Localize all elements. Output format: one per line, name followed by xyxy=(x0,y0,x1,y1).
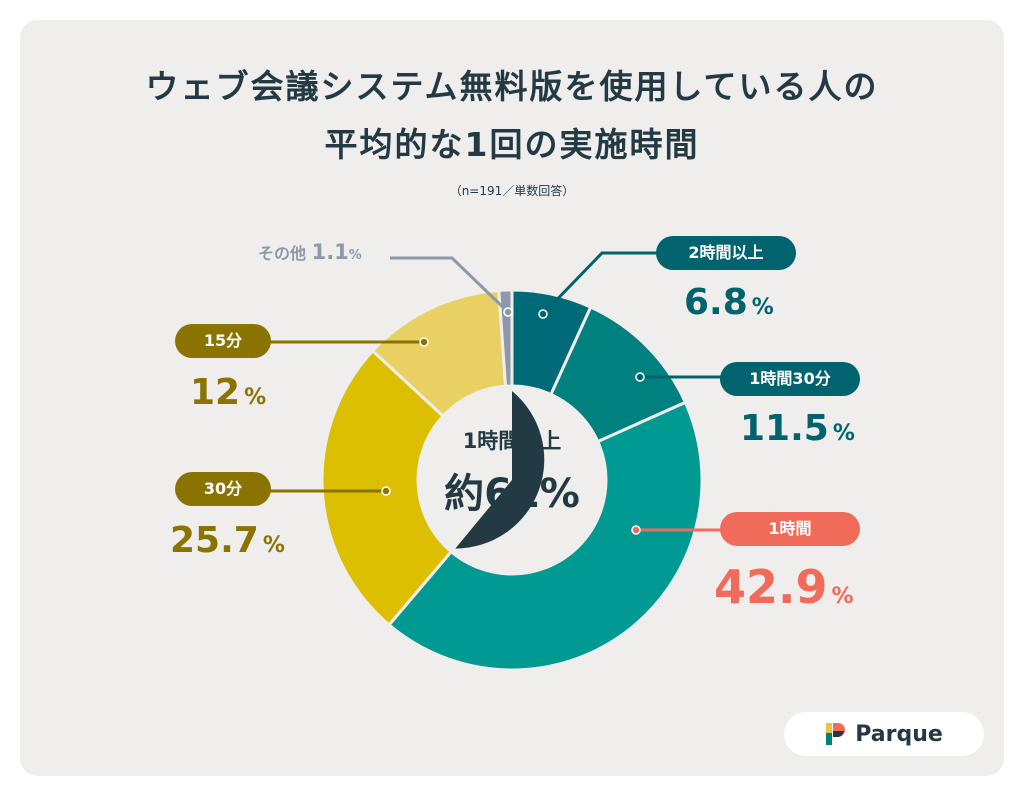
leader-dot xyxy=(635,372,645,382)
inner-slice xyxy=(455,391,545,549)
legend-pill-30m: 30分 xyxy=(175,472,271,506)
center-category: 1時間以上 xyxy=(462,429,562,453)
leader-dot xyxy=(631,525,641,535)
leader-dot xyxy=(538,309,548,319)
legend-pill-1h: 1時間 xyxy=(720,512,860,546)
legend-pill-15m: 15分 xyxy=(175,324,271,358)
leader-line xyxy=(390,256,510,314)
brand-logo: Parque xyxy=(784,712,984,756)
legend-pill-2h: 2時間以上 xyxy=(656,236,796,270)
center-value: 約61% xyxy=(444,471,580,517)
leader-dot xyxy=(503,307,513,317)
value-label-15m: 12% xyxy=(190,372,267,413)
leader-dot xyxy=(419,337,429,347)
brand-name: Parque xyxy=(855,721,943,747)
leader-line xyxy=(541,251,660,316)
parque-logo-icon xyxy=(826,723,846,745)
chart-title-line2: 平均的な1回の実施時間 xyxy=(324,125,700,164)
chart-title-line1: ウェブ会議システム無料版を使用している人の xyxy=(145,67,879,106)
value-label-30m: 25.7% xyxy=(170,520,285,561)
legend-pill-1h30: 1時間30分 xyxy=(720,362,860,396)
chart-subtitle: （n=191／単数回答） xyxy=(449,184,575,198)
value-label-1h: 42.9% xyxy=(714,560,854,614)
value-label-other: その他 1.1% xyxy=(258,240,362,264)
leader-dot xyxy=(381,486,391,496)
value-label-2h: 6.8% xyxy=(684,282,774,323)
value-label-1h30: 11.5% xyxy=(740,408,855,449)
center-label: 1時間以上 約61% xyxy=(420,425,604,519)
